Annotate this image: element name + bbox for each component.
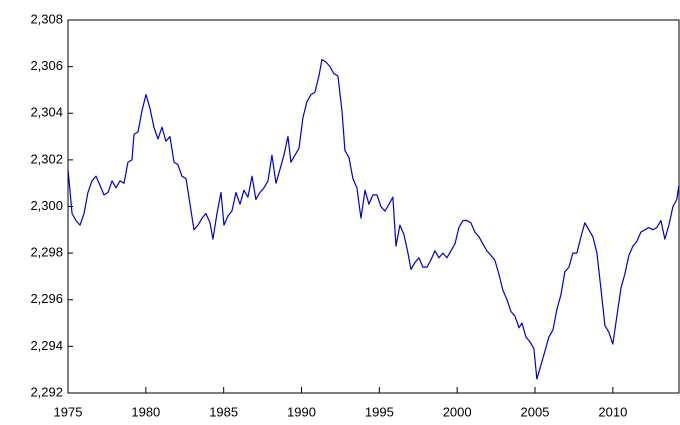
x-tick-label: 1975 <box>54 404 83 419</box>
y-tick-label: 2,294 <box>30 338 63 353</box>
y-tick-label: 2,308 <box>30 11 63 26</box>
x-tick-label: 2000 <box>443 404 472 419</box>
y-tick-label: 2,302 <box>30 151 63 166</box>
y-tick-label: 2,304 <box>30 105 63 120</box>
x-tick-label: 1990 <box>287 404 316 419</box>
y-tick-label: 2,300 <box>30 198 63 213</box>
data-line <box>67 59 680 380</box>
x-tick-label: 1980 <box>131 404 160 419</box>
y-tick-label: 2,296 <box>30 291 63 306</box>
x-tick-label: 1995 <box>365 404 394 419</box>
x-tick-label: 1985 <box>209 404 238 419</box>
x-tick-label: 2005 <box>521 404 550 419</box>
y-tick-label: 2,298 <box>30 245 63 260</box>
y-tick-label: 2,306 <box>30 58 63 73</box>
plot-frame <box>67 19 680 394</box>
x-tick-label: 2010 <box>598 404 627 419</box>
y-tick-label: 2,292 <box>30 384 63 399</box>
